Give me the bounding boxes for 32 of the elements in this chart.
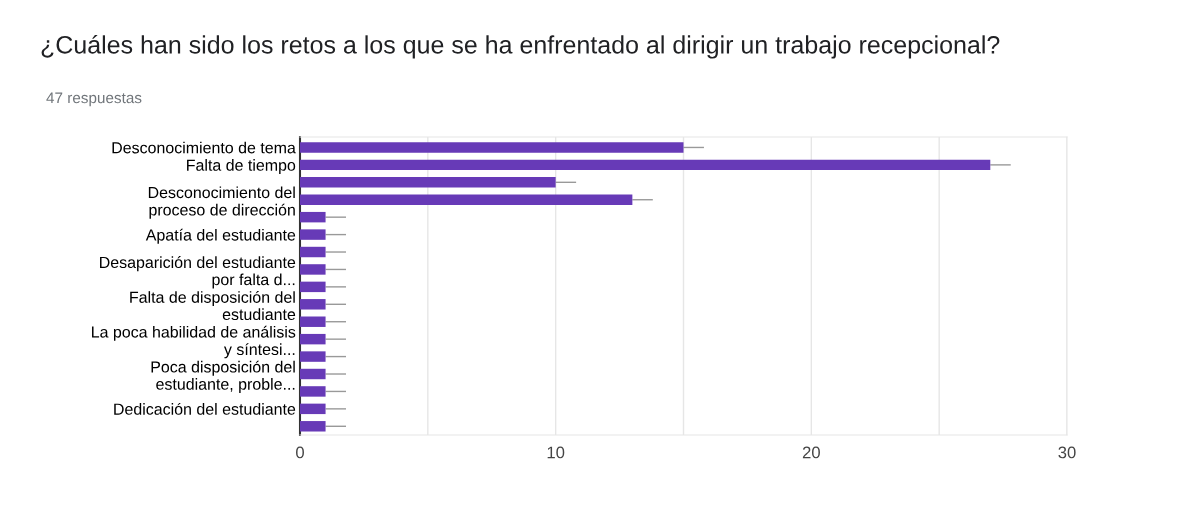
x-tick-label: 10 bbox=[547, 446, 565, 459]
bar bbox=[300, 211, 326, 223]
bar bbox=[300, 159, 991, 171]
bar bbox=[300, 368, 326, 380]
x-tick-label: 20 bbox=[802, 446, 820, 459]
bar bbox=[300, 316, 326, 327]
bar bbox=[300, 194, 633, 205]
bar bbox=[300, 351, 326, 362]
y-tick-label: Dedicación del estudiante bbox=[114, 402, 296, 415]
bar bbox=[300, 264, 326, 275]
bar bbox=[300, 281, 326, 293]
y-tick-label: Desconocimiento del proceso de dirección bbox=[148, 186, 295, 219]
bar bbox=[300, 299, 326, 310]
bar bbox=[300, 421, 326, 432]
y-tick-label: La poca habilidad de análisis y síntesi... bbox=[92, 325, 296, 359]
y-tick-label: Desaparición del estudiante por falta d... bbox=[100, 256, 296, 289]
chart-title: ¿Cuáles han sido los retos a los que se ha enfrentado al dirigir un trabajo recepcional? bbox=[41, 35, 1000, 59]
y-tick-label: Falta de tiempo bbox=[187, 159, 296, 174]
y-tick-label: Desconocimiento de tema bbox=[112, 141, 296, 154]
y-tick-label: Poca disposición del estudiante, proble... bbox=[151, 360, 295, 393]
bar bbox=[300, 142, 684, 153]
bar bbox=[300, 386, 326, 397]
bar bbox=[300, 177, 556, 188]
y-tick-label: Apatía del estudiante bbox=[145, 228, 296, 244]
bar bbox=[300, 403, 326, 415]
bar bbox=[300, 333, 326, 345]
x-tick-label: 30 bbox=[1058, 446, 1076, 459]
text: 47 respuestas bbox=[46, 92, 142, 107]
bar bbox=[300, 229, 326, 240]
y-tick-label: Falta de disposición del estudiante bbox=[130, 290, 296, 321]
bar bbox=[300, 246, 326, 258]
x-tick-label: 0 bbox=[296, 446, 304, 459]
